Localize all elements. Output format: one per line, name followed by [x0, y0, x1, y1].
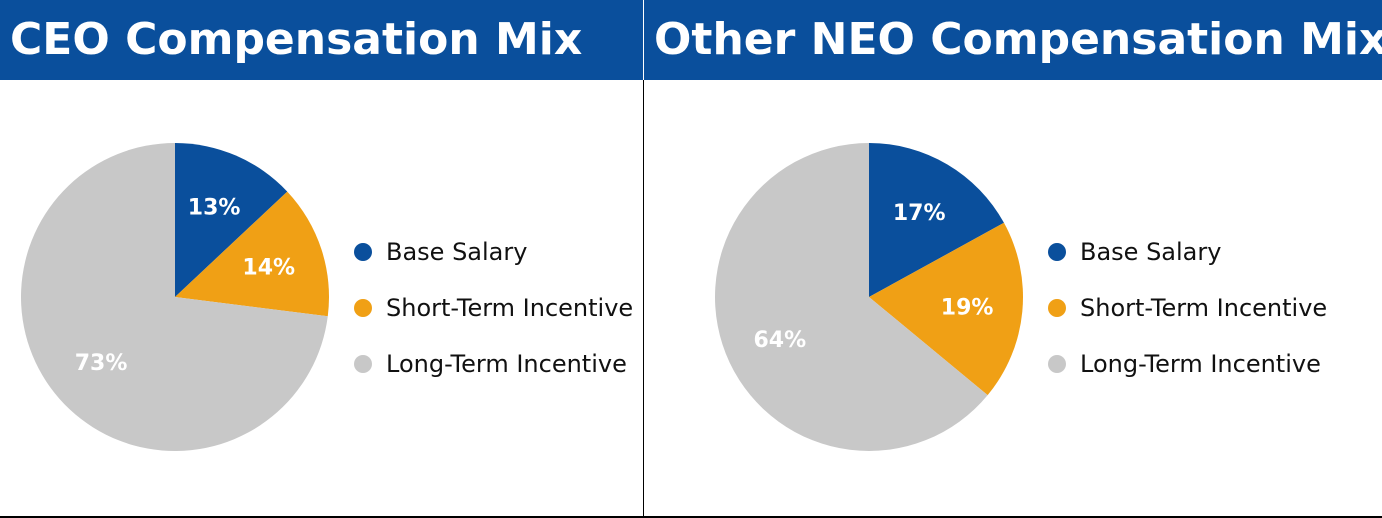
legend-item-long-term-incentive: Long-Term Incentive [354, 336, 633, 392]
ceo-compensation-panel: CEO Compensation Mix 13% 14% 73% Base Sala… [0, 0, 643, 518]
slice-label-long-term-incentive: 73% [75, 351, 128, 376]
pie-slice-base-salary [175, 143, 288, 297]
legend-swatch-long-term-incentive [354, 355, 372, 373]
legend-swatch-long-term-incentive [1048, 355, 1066, 373]
legend-swatch-short-term-incentive [354, 299, 372, 317]
ceo-pie-chart: 13% 14% 73% [21, 143, 329, 451]
legend-item-long-term-incentive: Long-Term Incentive [1048, 336, 1327, 392]
legend-swatch-base-salary [1048, 243, 1066, 261]
legend-label: Long-Term Incentive [1080, 350, 1321, 378]
slice-label-short-term-incentive: 14% [242, 256, 295, 281]
legend-item-base-salary: Base Salary [1048, 224, 1327, 280]
neo-legend: Base Salary Short-Term Incentive Long-Te… [1048, 224, 1327, 392]
legend-swatch-base-salary [354, 243, 372, 261]
legend-label: Short-Term Incentive [1080, 294, 1328, 322]
neo-compensation-panel: Other NEO Compensation Mix 17% 19% 64% Bas… [644, 0, 1382, 518]
pie-slice-base-salary [869, 143, 1004, 297]
slice-label-base-salary: 17% [893, 201, 946, 226]
legend-label: Short-Term Incentive [386, 294, 634, 322]
pie-slice-short-term-incentive [175, 191, 329, 317]
slice-label-short-term-incentive: 19% [941, 295, 994, 320]
legend-label: Long-Term Incentive [386, 350, 627, 378]
slice-label-long-term-incentive: 64% [753, 328, 806, 353]
ceo-legend: Base Salary Short-Term Incentive Long-Te… [354, 224, 633, 392]
pie-slice-long-term-incentive [715, 143, 988, 451]
panel-divider [643, 80, 644, 518]
slice-label-base-salary: 13% [188, 196, 241, 221]
legend-item-base-salary: Base Salary [354, 224, 633, 280]
pie-slice-long-term-incentive [21, 143, 328, 451]
neo-chart-title: Other NEO Compensation Mix [644, 0, 1382, 80]
legend-item-short-term-incentive: Short-Term Incentive [354, 280, 633, 336]
legend-label: Base Salary [1080, 238, 1222, 266]
legend-label: Base Salary [386, 238, 528, 266]
ceo-chart-title: CEO Compensation Mix [0, 0, 643, 80]
legend-item-short-term-incentive: Short-Term Incentive [1048, 280, 1327, 336]
legend-swatch-short-term-incentive [1048, 299, 1066, 317]
bottom-rule [0, 516, 1382, 518]
neo-pie-chart: 17% 19% 64% [715, 143, 1023, 451]
pie-slice-short-term-incentive [869, 222, 1023, 396]
